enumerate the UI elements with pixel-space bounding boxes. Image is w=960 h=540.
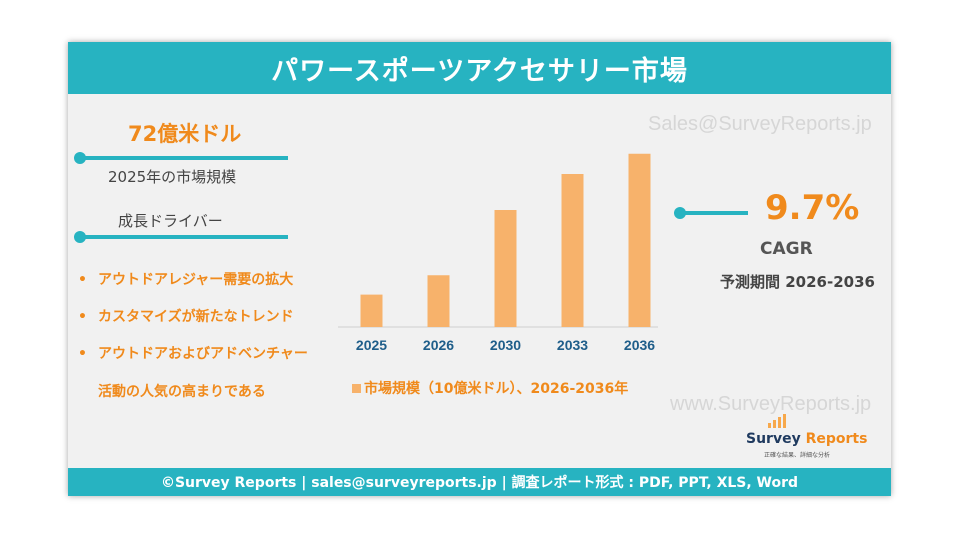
bar-2025 [360,294,383,327]
divider-line [674,207,748,219]
divider-line [74,152,288,164]
bar-2036 [628,153,651,327]
watermark-url: www.SurveyReports.jp [670,393,872,415]
infographic-card: パワースポーツアクセサリー市場 Sales@SurveyReports.jp w… [68,42,891,496]
driver-text: アウトドアレジャー需要の拡大 [98,272,294,288]
survey-reports-logo: Survey Reports 正確な結果、詳細な分析 [740,414,870,460]
page-title: パワースポーツアクセサリー市場 [68,42,891,94]
bar-2030 [494,210,517,327]
cagr-value: 9.7% [765,188,860,228]
x-tick-label: 2033 [557,337,588,353]
watermark-email: Sales@SurveyReports.jp [648,113,872,135]
forecast-period: 予測期間 2026-2036 [720,273,875,291]
x-tick-label: 2026 [423,337,454,353]
chart-legend: 市場規模（10億米ドル）、2026-2036年 [352,378,628,398]
market-size-bar-chart: 2025 2026 2030 2033 2036 [338,153,658,353]
driver-text-continued: 活動の人気の高まりである [98,384,266,400]
x-tick-label: 2030 [490,337,521,353]
legend-label: 市場規模（10億米ドル）、2026-2036年 [364,381,629,397]
driver-text: カスタマイズが新たなトレンド [98,309,294,325]
bar-2026 [427,275,450,327]
market-size-value: 72億米ドル [128,122,242,146]
growth-drivers-title: 成長ドライバー [118,212,223,230]
list-item: カスタマイズが新たなトレンド [76,307,336,327]
legend-swatch [352,383,361,393]
x-tick-label: 2025 [356,337,387,353]
logo-name: Survey Reports [746,431,868,447]
divider-line [74,231,288,243]
growth-drivers-list: アウトドアレジャー需要の拡大 カスタマイズが新たなトレンド アウトドアおよびアド… [76,270,336,419]
x-tick-label: 2036 [624,337,655,353]
market-size-label: 2025年の市場規模 [108,168,237,186]
bar-2033 [561,174,584,327]
logo-tagline: 正確な結果、詳細な分析 [764,452,831,459]
list-item: アウトドアレジャー需要の拡大 [76,270,336,290]
list-item: アウトドアおよびアドベンチャー 活動の人気の高まりである [76,344,336,402]
cagr-label: CAGR [760,239,813,259]
logo-bars-icon [768,414,786,428]
driver-text: アウトドアおよびアドベンチャー [98,346,308,362]
footer-contact: ©Survey Reports | sales@surveyreports.jp… [68,468,891,496]
